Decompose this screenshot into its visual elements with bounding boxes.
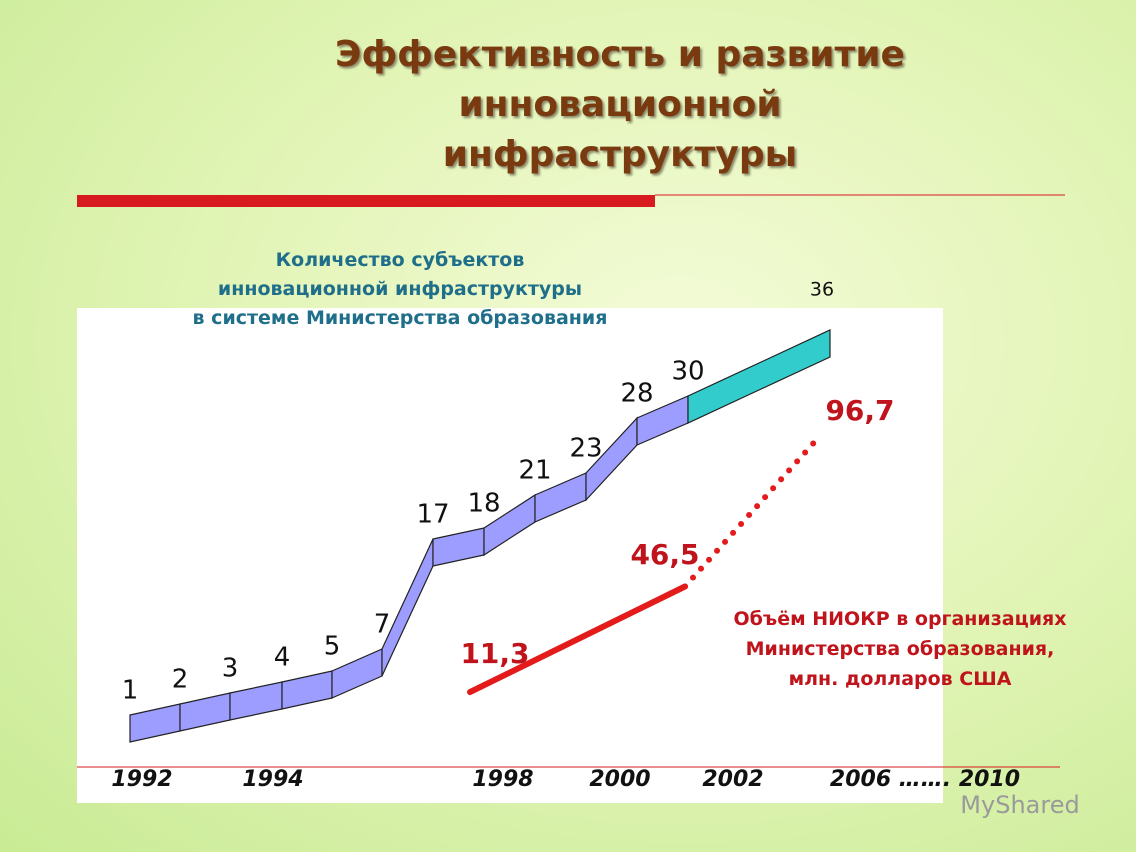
data-label: 5	[324, 632, 341, 662]
data-label: 46,5	[630, 538, 699, 571]
line-segment	[682, 432, 823, 590]
watermark: MyShared	[960, 791, 1079, 819]
x-tick-label: 1998	[472, 767, 533, 792]
data-label: 23	[569, 434, 602, 464]
x-tick-label: 1992	[111, 767, 172, 792]
data-label: 36	[810, 279, 834, 301]
data-label: 2	[172, 665, 189, 695]
data-label: 21	[518, 456, 551, 486]
data-label: 30	[671, 357, 704, 387]
data-label: 28	[620, 379, 653, 409]
data-label: 4	[274, 643, 291, 673]
title-bar	[77, 195, 655, 207]
title: Эффективность и развитие инновационной и…	[335, 34, 905, 175]
x-tick-label: 2000	[589, 767, 650, 792]
data-label: 3	[222, 654, 239, 684]
ribbon-segment	[687, 329, 831, 424]
x-tick-label: 2006 ……. 2010	[830, 767, 1020, 792]
data-label: 11,3	[460, 637, 529, 670]
x-tick-label: 1994	[242, 767, 303, 792]
series-label: Количество субъектов инновационной инфра…	[192, 249, 608, 329]
data-label: 17	[416, 500, 449, 530]
data-label: 18	[467, 489, 500, 519]
plot-panel	[77, 308, 943, 803]
line-segment	[467, 583, 688, 696]
data-label: 96,7	[825, 394, 894, 427]
series-label: Объём НИОКР в организациях Министерства …	[733, 608, 1067, 690]
data-label: 1	[122, 676, 139, 706]
x-tick-label: 2002	[702, 767, 763, 792]
data-label: 7	[374, 610, 391, 640]
